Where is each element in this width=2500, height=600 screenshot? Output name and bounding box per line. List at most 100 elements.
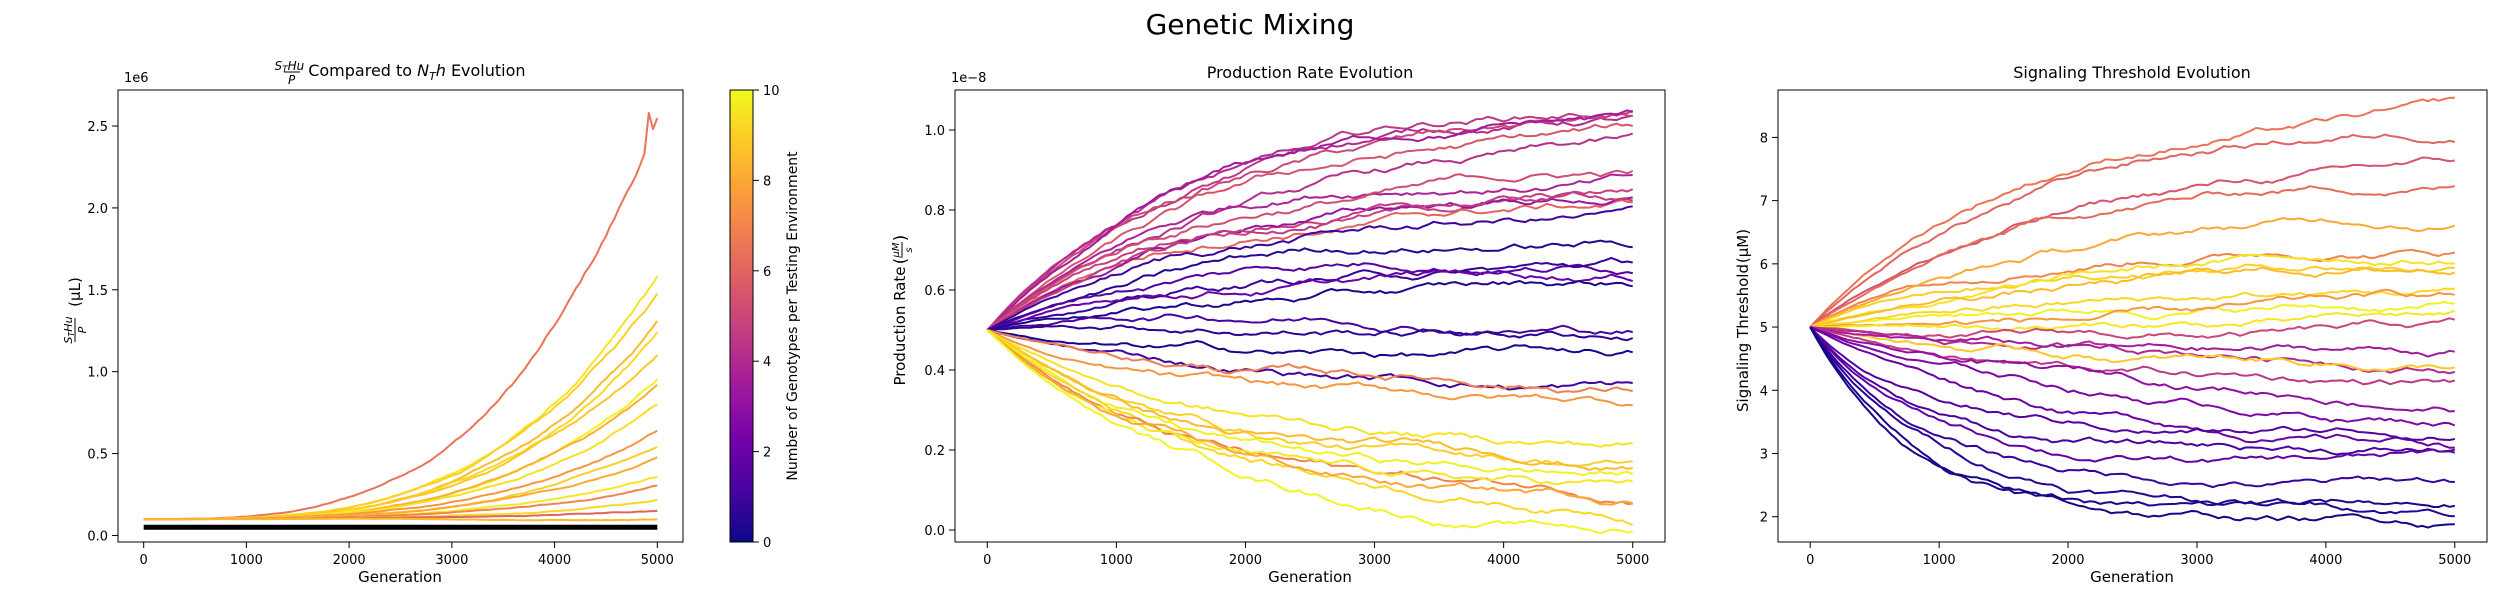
y-tick-label: 7 xyxy=(1760,195,1768,210)
series-line xyxy=(986,122,1633,331)
series-line xyxy=(1809,326,2455,489)
x-tick-label: 5000 xyxy=(641,553,674,568)
series-line xyxy=(1810,326,2455,372)
series-line xyxy=(986,256,1633,331)
x-tick-label: 5000 xyxy=(2438,553,2471,568)
series-line xyxy=(1809,326,2455,529)
series-line xyxy=(1809,217,2456,328)
x-tick-label: 2000 xyxy=(333,553,366,568)
y-tick-label: 5 xyxy=(1760,321,1768,336)
colorbar-ticks: 0 2 4 6 8 10 xyxy=(753,84,780,551)
x-tick-label: 1000 xyxy=(1100,553,1133,568)
panel1-ylabel-unit: (μL) xyxy=(66,277,84,307)
panel-ratio: 0 1000 2000 3000 4000 50000.00.51.01.52.02.5 … xyxy=(62,59,684,586)
colorbar-tick-label: 10 xyxy=(763,84,780,99)
x-tick-label: 0 xyxy=(140,553,148,568)
y-tick-label: 2 xyxy=(1760,511,1768,526)
panel2-title: Production Rate Evolution xyxy=(1207,63,1414,82)
panel1-xlabel: Generation xyxy=(358,568,442,586)
colorbar-tick-label: 8 xyxy=(763,174,771,189)
series-line xyxy=(1810,309,2456,332)
series-line xyxy=(1809,253,2455,329)
series-line xyxy=(1809,326,2455,441)
y-tick-label: 0.0 xyxy=(87,529,108,544)
panel1-title: STHu Compared to NTh Evolution xyxy=(274,59,525,83)
series-line xyxy=(1809,133,2456,328)
y-tick-label: 0.6 xyxy=(924,284,945,299)
x-tick-label: 2000 xyxy=(2051,553,2084,568)
x-tick-label: 1000 xyxy=(230,553,263,568)
series-line xyxy=(986,173,1633,331)
panel-production-rate: 0 1000 2000 3000 4000 50000.00.20.40.60.81.0 … xyxy=(891,63,1666,586)
x-tick-label: 3000 xyxy=(2180,553,2213,568)
series-line xyxy=(1809,326,2455,449)
y-tick-label: 0.4 xyxy=(924,364,945,379)
series-line xyxy=(987,329,1633,394)
series-line xyxy=(986,191,1633,331)
series-line xyxy=(1809,185,2456,328)
y-tick-label: 1.0 xyxy=(87,366,108,381)
series-line xyxy=(986,329,1634,506)
y-tick-label: 0.8 xyxy=(924,204,945,219)
panel1-title-math-num: S xyxy=(274,59,282,73)
panel1-title-text-2: Evolution xyxy=(451,61,526,80)
y-tick-label: 4 xyxy=(1760,384,1768,399)
panel2-ylabel-text: Production Rate xyxy=(891,267,909,386)
x-tick-label: 1000 xyxy=(1923,553,1956,568)
series-line xyxy=(986,196,1633,331)
figure-suptitle: Genetic Mixing xyxy=(1146,8,1355,41)
series-line xyxy=(986,329,1633,407)
series-line xyxy=(986,262,1633,331)
colorbar-tick-label: 2 xyxy=(763,446,771,461)
series-line xyxy=(986,329,1633,448)
panel1-ylabel: STHu P (μL) xyxy=(62,277,89,343)
series-line xyxy=(1810,326,2456,375)
y-tick-label: 2.5 xyxy=(87,120,108,135)
series-line xyxy=(1810,288,2455,329)
series-line xyxy=(986,329,1633,471)
series-line xyxy=(1809,326,2456,427)
colorbar-label: Number of Genotypes per Testing Environm… xyxy=(785,151,801,481)
svg-text:μM: μM xyxy=(891,242,902,258)
series-line xyxy=(1809,326,2455,518)
y-tick-label: 0.0 xyxy=(924,524,945,539)
panel3-axes: 0 1000 2000 3000 4000 5000 2 3 4 5 6 7 8 xyxy=(1760,131,2472,568)
series-line xyxy=(986,239,1633,331)
y-tick-label: 2.0 xyxy=(87,202,108,217)
panel2-axes: 0 1000 2000 3000 4000 5000 0.0 0.2 0.4 0.6 0.8 1.0 xyxy=(924,124,1649,568)
panel2-offset-text: 1e−8 xyxy=(951,71,986,86)
panel1-title-text-1: Compared to xyxy=(308,61,412,80)
x-tick-label: 0 xyxy=(983,553,991,568)
series-line xyxy=(1809,156,2455,328)
series-line xyxy=(1809,263,2455,329)
series-line xyxy=(986,329,1633,535)
series-line xyxy=(1810,287,2455,329)
panel1-series-lines xyxy=(143,111,659,530)
panel2-series-lines xyxy=(986,109,1634,535)
x-tick-label: 3000 xyxy=(435,553,468,568)
panel3-ylabel-text: Signaling Threshold xyxy=(1734,264,1752,412)
panel1-plot-area xyxy=(117,89,684,543)
x-tick-label: 4000 xyxy=(2309,553,2342,568)
panel1-title-math-den: P xyxy=(288,73,296,87)
panel2-plot-area xyxy=(954,89,1666,543)
colorbar-tick-label: 4 xyxy=(763,355,771,370)
series-line xyxy=(986,109,1634,331)
colorbar: 0 2 4 6 8 10 Number of Genotypes per Testing … xyxy=(729,84,801,551)
panel1-offset-text: 1e6 xyxy=(124,71,149,86)
colorbar-gradient xyxy=(729,89,754,543)
svg-text:(: ( xyxy=(891,258,911,265)
series-line xyxy=(986,169,1634,331)
y-tick-label: 1.0 xyxy=(924,124,945,139)
panel3-series-lines xyxy=(1809,96,2456,529)
series-line xyxy=(987,313,1633,336)
panel3-xlabel: Generation xyxy=(2090,568,2174,586)
series-line xyxy=(986,329,1634,526)
x-tick-label: 3000 xyxy=(1358,553,1391,568)
panel3-title: Signaling Threshold Evolution xyxy=(2013,63,2251,82)
panel3-ylabel-unit: (μM) xyxy=(1734,229,1752,263)
series-line xyxy=(1809,326,2456,463)
panel-signaling-threshold: 0 1000 2000 3000 4000 5000 2 3 4 5 6 7 8 Signaling T… xyxy=(1734,63,2488,586)
series-line xyxy=(143,517,658,522)
